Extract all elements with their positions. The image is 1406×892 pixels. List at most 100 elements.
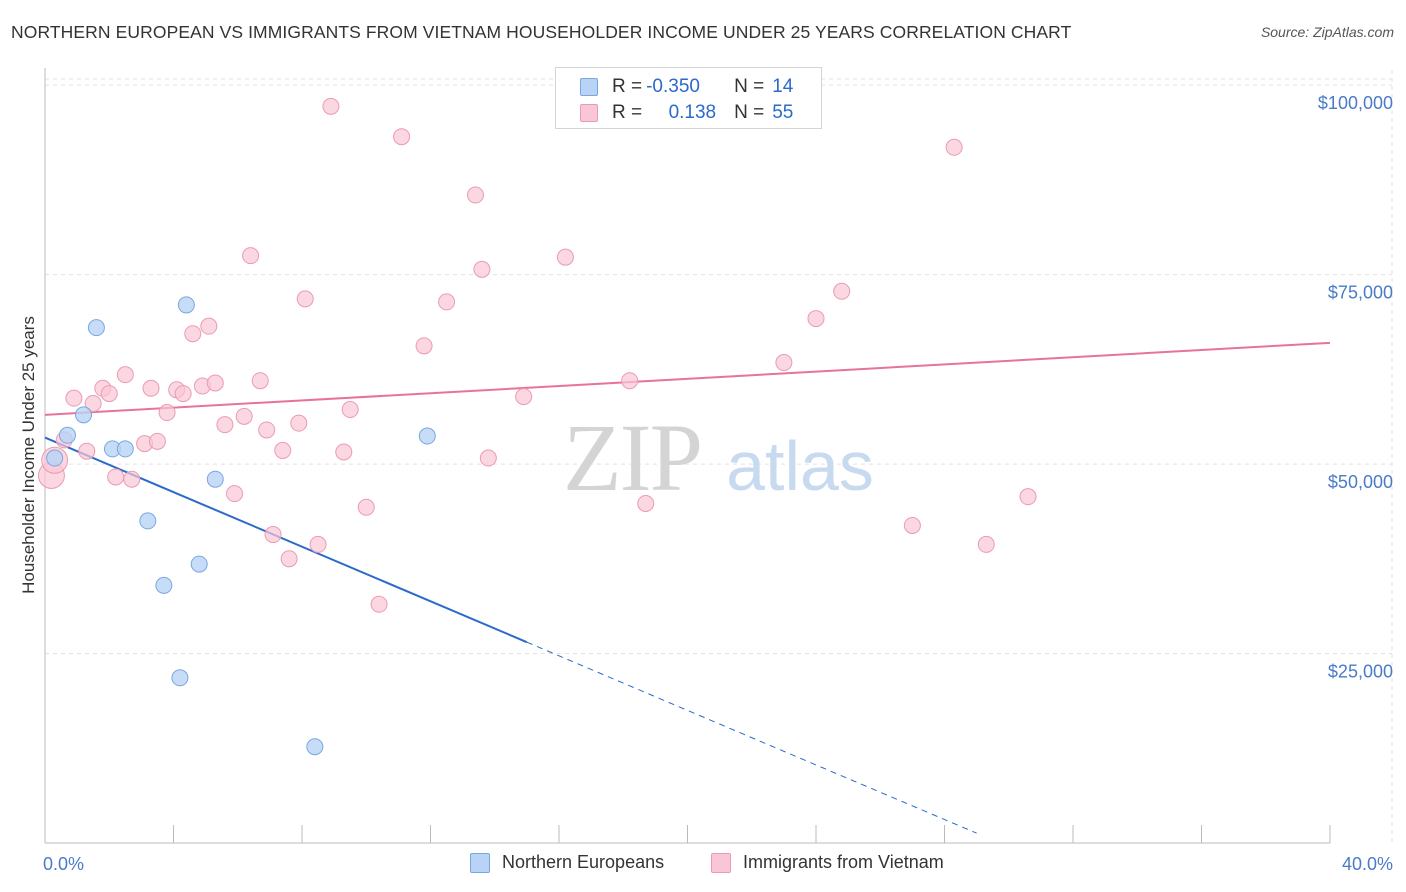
data-point-vietnam	[258, 421, 276, 439]
chart-title: NORTHERN EUROPEAN VS IMMIGRANTS FROM VIE…	[11, 22, 1072, 42]
data-point-northern-europeans	[139, 512, 157, 530]
data-point-vietnam	[322, 97, 340, 115]
legend-label-northern-europeans: Northern Europeans	[502, 852, 665, 872]
data-point-vietnam	[200, 317, 218, 335]
trend-line-northern-europeans	[44, 436, 528, 644]
data-point-vietnam	[100, 385, 118, 403]
northern-european-points	[46, 296, 436, 756]
legend-item-vietnam: Immigrants from Vietnam	[711, 852, 944, 873]
data-point-northern-europeans	[306, 738, 324, 756]
data-point-vietnam	[216, 416, 234, 434]
data-point-northern-europeans	[190, 555, 208, 573]
data-point-northern-europeans	[177, 296, 195, 314]
data-point-vietnam	[438, 293, 456, 311]
x-tick-labels: 0.0% 40.0%	[43, 854, 1393, 874]
data-point-northern-europeans	[171, 669, 189, 687]
legend-n-value: 14	[772, 76, 794, 97]
data-point-vietnam	[479, 449, 497, 467]
data-point-northern-europeans	[46, 449, 64, 467]
data-point-vietnam	[309, 535, 327, 553]
data-point-vietnam	[341, 401, 359, 419]
data-point-vietnam	[335, 443, 353, 461]
data-point-vietnam	[235, 407, 253, 425]
data-point-vietnam	[515, 388, 533, 406]
data-point-vietnam	[466, 186, 484, 204]
data-point-northern-europeans	[116, 440, 134, 458]
watermark-atlas: atlas	[726, 427, 874, 505]
data-point-vietnam	[370, 595, 388, 613]
y-tick-labels: $25,000 $50,000 $75,000 $100,000	[1318, 93, 1393, 681]
watermark: ZIP atlas	[563, 404, 874, 511]
x-tick-label: 0.0%	[43, 854, 84, 874]
y-tick-label: $75,000	[1328, 283, 1393, 303]
data-point-vietnam	[290, 414, 308, 432]
legend-n-label: N =	[734, 102, 765, 123]
data-point-vietnam	[393, 128, 411, 146]
data-point-vietnam	[807, 310, 825, 328]
trend-line-northern-europeans-extension	[526, 641, 977, 834]
data-point-northern-europeans	[155, 576, 173, 594]
data-point-vietnam	[123, 470, 141, 488]
legend-label-vietnam: Immigrants from Vietnam	[743, 852, 944, 872]
data-point-vietnam	[142, 379, 160, 397]
data-point-vietnam	[206, 374, 224, 392]
data-point-northern-europeans	[418, 427, 436, 445]
y-tick-label: $50,000	[1328, 472, 1393, 492]
data-point-vietnam	[242, 247, 260, 265]
legend-swatch-pink	[711, 852, 731, 873]
data-point-vietnam	[415, 337, 433, 355]
legend-r-value: 0.138	[668, 102, 717, 123]
data-point-vietnam	[264, 526, 282, 544]
legend-item-northern-europeans: Northern Europeans	[470, 852, 664, 873]
vietnam-points	[37, 97, 1037, 613]
legend-n-label: N =	[734, 76, 765, 97]
data-point-vietnam	[637, 494, 655, 512]
legend-r-label: R =	[612, 102, 643, 123]
data-point-vietnam	[945, 138, 963, 156]
correlation-legend: R = -0.350 N = 14 R = 0.138 N = 55	[555, 67, 822, 129]
y-tick-label: $25,000	[1328, 662, 1393, 682]
data-point-vietnam	[148, 432, 166, 450]
legend-r-value: -0.350	[646, 76, 700, 97]
data-point-vietnam	[107, 468, 125, 486]
data-point-vietnam	[775, 354, 793, 372]
legend-row-northern-europeans: R = -0.350 N = 14	[580, 75, 793, 99]
data-point-vietnam	[357, 498, 375, 516]
legend-row-vietnam: R = 0.138 N = 55	[580, 101, 793, 125]
data-point-vietnam	[116, 366, 134, 384]
series-legend: Northern Europeans Immigrants from Vietn…	[0, 852, 1406, 876]
trend-lines	[44, 341, 1331, 834]
data-point-vietnam	[226, 485, 244, 503]
data-point-vietnam	[158, 404, 176, 422]
legend-swatch-blue	[580, 78, 598, 96]
data-point-vietnam	[833, 282, 851, 300]
legend-n-value: 55	[772, 102, 794, 123]
source-label: Source: ZipAtlas.com	[1260, 24, 1394, 40]
data-point-vietnam	[251, 372, 269, 390]
watermark-zip: ZIP	[563, 404, 701, 511]
data-point-vietnam	[556, 248, 574, 266]
data-point-vietnam	[903, 516, 921, 534]
data-point-northern-europeans	[58, 426, 76, 444]
data-point-vietnam	[84, 394, 102, 412]
legend-swatch-blue	[470, 852, 490, 873]
data-point-vietnam	[621, 372, 639, 390]
y-axis-label: Householder Income Under 25 years	[19, 316, 38, 594]
data-point-northern-europeans	[75, 406, 93, 424]
grid-lines	[45, 70, 1393, 843]
data-point-vietnam	[174, 385, 192, 403]
data-point-vietnam	[296, 290, 314, 308]
x-tick-label: 40.0%	[1342, 854, 1393, 874]
data-point-northern-europeans	[87, 319, 105, 337]
data-point-vietnam	[65, 389, 83, 407]
data-point-vietnam	[977, 535, 995, 553]
trend-line-vietnam	[44, 341, 1331, 416]
data-point-vietnam	[78, 442, 96, 460]
data-point-northern-europeans	[206, 470, 224, 488]
y-tick-label: $100,000	[1318, 93, 1393, 113]
legend-r-label: R =	[612, 76, 643, 97]
data-point-vietnam	[473, 260, 491, 278]
data-point-vietnam	[274, 441, 292, 459]
data-point-vietnam	[184, 325, 202, 343]
